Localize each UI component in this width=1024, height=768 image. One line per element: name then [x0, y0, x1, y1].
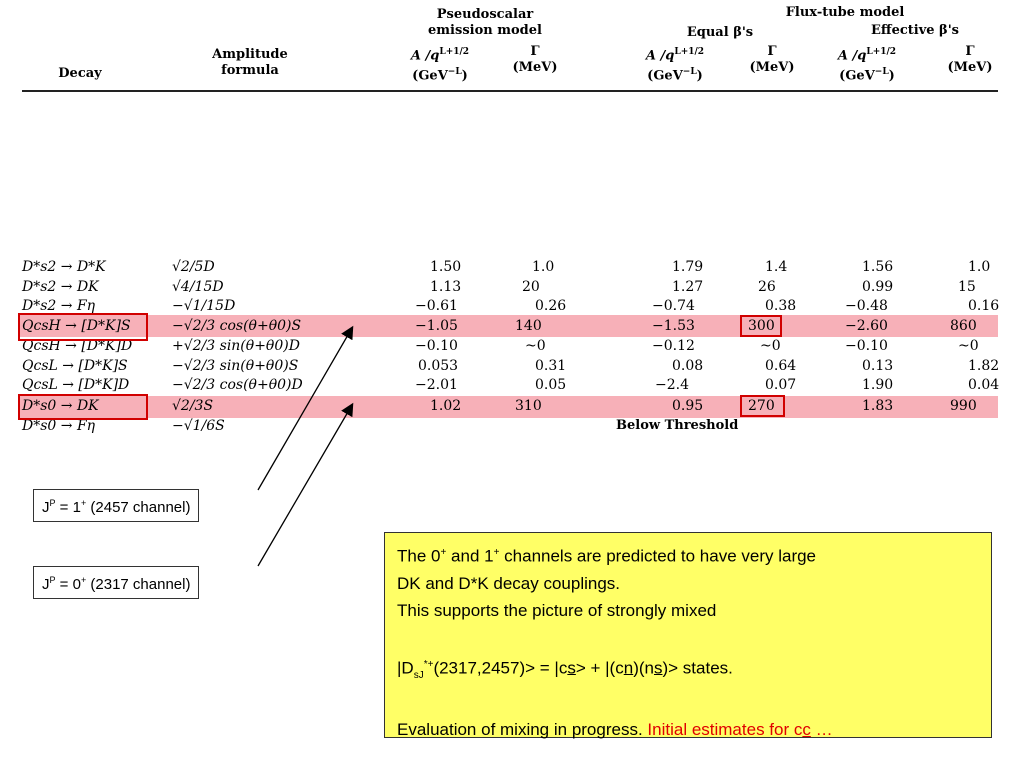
note-line-1: The 0+ and 1+ channels are predicted to … — [397, 546, 817, 566]
highlight-row-qcsh — [20, 315, 998, 337]
header-pseudo-aq: A /qL+1/2 (GeV−L) — [410, 47, 470, 84]
header-equal-gamma: Γ (MeV) — [749, 44, 795, 75]
header-effective-aq: A /qL+1/2 (GeV−L) — [837, 47, 897, 84]
header-effective-gamma: Γ (MeV) — [947, 44, 993, 75]
label-jp-1plus: JP = 1+ (2457 channel) — [33, 489, 200, 522]
header-decay: Decay — [58, 66, 102, 81]
note-line-4: |DsJ*+(2317,2457)> = |cs> + |(cn)(ns)> s… — [397, 658, 733, 681]
header-equal-aq: A /qL+1/2 (GeV−L) — [645, 47, 705, 84]
note-line-2: DK and D*K decay couplings. — [397, 573, 621, 593]
table-row: QcsL → [D*K]S −√2/3 sin(θ+θ0)S 0.053 0.3… — [22, 358, 1000, 374]
header-effective-betas: Effective β's — [871, 23, 959, 38]
table-row: D*s0 → Fη −√1/6S Below Threshold — [22, 418, 739, 434]
box-270-value — [740, 395, 785, 417]
note-box: The 0+ and 1+ channels are predicted to … — [384, 532, 992, 739]
table-row: D*s2 → D*K √2/5D 1.50 1.0 1.79 1.4 1.56 … — [22, 259, 991, 275]
arrow-0plus — [257, 402, 354, 567]
table-row: D*s0 → DK √2/3S 1.02 310 0.95 270 1.83 9… — [22, 398, 977, 414]
note-line-3: This supports the picture of strongly mi… — [397, 600, 717, 620]
below-threshold-note: Below Threshold — [616, 418, 739, 433]
arrow-1plus — [257, 325, 354, 491]
table-row: QcsH → [D*K]D +√2/3 sin(θ+θ0)D −0.10 ~0 … — [22, 338, 979, 354]
table-row: QcsL → [D*K]D −√2/3 cos(θ+θ0)D −2.01 0.0… — [22, 377, 1000, 393]
table-row: D*s2 → DK √4/15D 1.13 20 1.27 26 0.99 15 — [22, 279, 976, 295]
header-amplitude: Amplitude formula — [212, 47, 288, 78]
box-300-value — [740, 315, 782, 337]
note-line-5: Evaluation of mixing in progress. Initia… — [397, 719, 833, 739]
header-equal-betas: Equal β's — [686, 25, 754, 40]
header-fluxtube: Flux-tube model — [785, 5, 905, 20]
header-pseudo-gamma: Γ (MeV) — [512, 44, 558, 75]
table-row: QcsH → [D*K]S −√2/3 cos(θ+θ0)S −1.05 140… — [22, 318, 977, 334]
box-ds0-decay — [18, 394, 148, 420]
label-jp-0plus: JP = 0+ (2317 channel) — [33, 566, 200, 599]
highlight-row-ds0 — [20, 396, 998, 418]
table-row: D*s2 → Fη −√1/15D −0.61 0.26 −0.74 0.38 … — [22, 298, 1000, 314]
header-rule — [22, 90, 998, 92]
box-qcsh-decay — [18, 313, 148, 341]
header-pseudoscalar: Pseudoscalar emission model — [428, 7, 542, 38]
